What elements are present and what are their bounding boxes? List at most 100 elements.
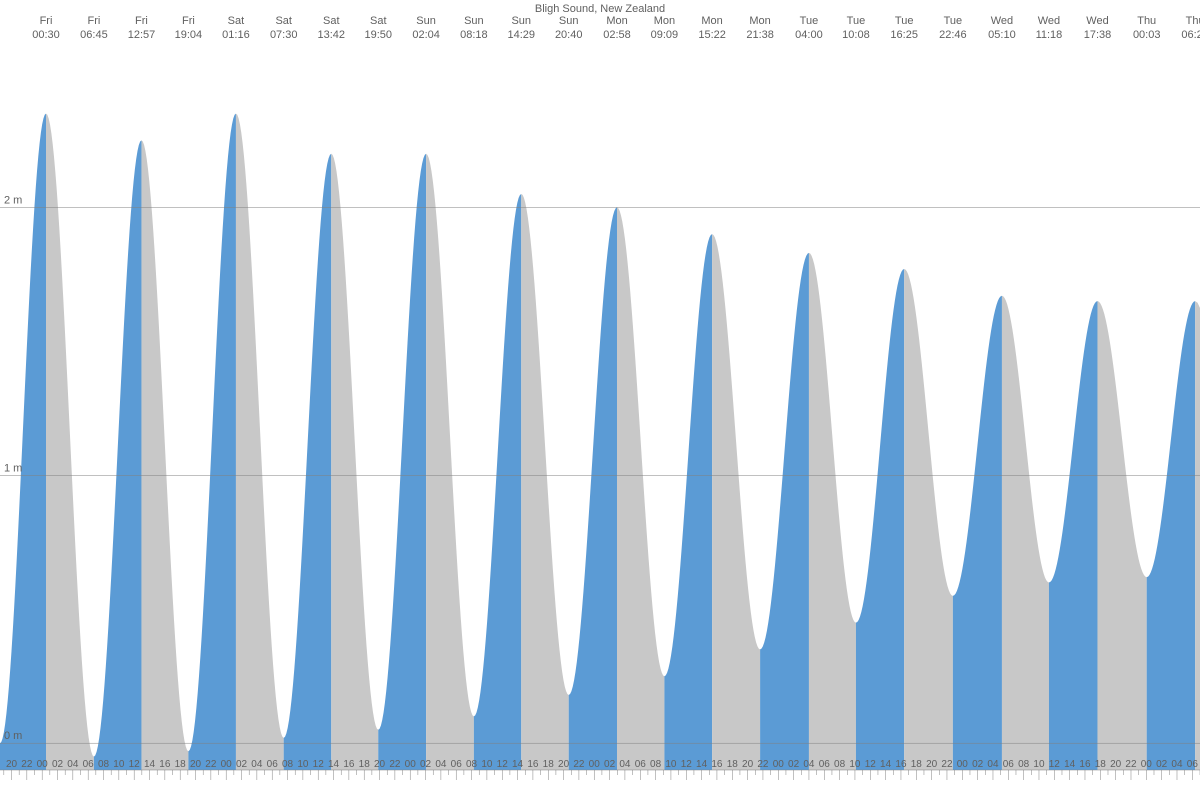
- x-hour-label: 22: [1125, 759, 1137, 770]
- tide-segment: [141, 140, 188, 770]
- highlow-time-label: 14:29: [507, 29, 535, 41]
- x-hour-label: 12: [681, 759, 693, 770]
- highlow-day-label: Sat: [228, 15, 245, 27]
- x-hour-label: 00: [773, 759, 785, 770]
- x-hour-label: 04: [803, 759, 815, 770]
- tide-segment: [94, 140, 142, 770]
- highlow-day-label: Thu: [1186, 15, 1200, 27]
- highlow-time-label: 19:50: [364, 29, 392, 41]
- x-hour-label: 00: [37, 759, 49, 770]
- tide-segment: [236, 114, 284, 770]
- x-hour-label: 16: [159, 759, 171, 770]
- x-hour-label: 12: [313, 759, 325, 770]
- x-hour-label: 10: [297, 759, 309, 770]
- x-hour-label: 08: [98, 759, 110, 770]
- tide-segment: [521, 194, 568, 770]
- x-hour-label: 16: [895, 759, 907, 770]
- highlow-time-label: 04:00: [795, 29, 823, 41]
- x-hour-label: 22: [205, 759, 217, 770]
- highlow-day-label: Wed: [991, 15, 1013, 27]
- x-hour-label: 20: [374, 759, 386, 770]
- tide-segment: [188, 114, 236, 770]
- highlow-time-label: 20:40: [555, 29, 583, 41]
- x-hour-label: 02: [972, 759, 984, 770]
- x-hour-label: 00: [1141, 759, 1153, 770]
- highlow-day-label: Tue: [800, 15, 819, 27]
- x-hour-label: 22: [941, 759, 953, 770]
- highlow-day-label: Mon: [606, 15, 627, 27]
- x-hour-label: 08: [650, 759, 662, 770]
- x-hour-label: 16: [527, 759, 539, 770]
- highlow-day-label: Fri: [88, 15, 101, 27]
- x-hour-label: 02: [236, 759, 248, 770]
- tide-segment: [856, 269, 904, 770]
- highlow-time-labels: Fri00:30Fri06:45Fri12:57Fri19:04Sat01:16…: [32, 15, 1200, 41]
- highlow-time-label: 13:42: [317, 29, 345, 41]
- x-hour-label: 14: [880, 759, 892, 770]
- x-hour-label: 18: [359, 759, 371, 770]
- x-hour-label: 22: [389, 759, 401, 770]
- x-hour-label: 00: [221, 759, 233, 770]
- tide-segment: [1002, 296, 1049, 770]
- tide-segment: [1049, 301, 1098, 770]
- x-hour-label: 22: [21, 759, 33, 770]
- highlow-time-label: 17:38: [1084, 29, 1112, 41]
- tide-segment: [569, 207, 617, 770]
- highlow-day-label: Sat: [323, 15, 340, 27]
- x-hour-label: 04: [1171, 759, 1183, 770]
- y-axis-label: 2 m: [4, 194, 22, 206]
- x-hour-label: 16: [1079, 759, 1091, 770]
- tide-segment: [1147, 301, 1195, 770]
- tide-segment: [1097, 301, 1146, 770]
- x-hour-label: 06: [819, 759, 831, 770]
- x-hour-label: 08: [1018, 759, 1030, 770]
- highlow-day-label: Fri: [40, 15, 53, 27]
- highlow-day-label: Sun: [559, 15, 579, 27]
- x-hour-label: 00: [957, 759, 969, 770]
- x-hour-label: 04: [619, 759, 631, 770]
- highlow-day-label: Mon: [654, 15, 675, 27]
- highlow-day-label: Sat: [275, 15, 292, 27]
- tide-segment: [953, 296, 1002, 770]
- highlow-time-label: 15:22: [698, 29, 726, 41]
- x-hour-label: 02: [420, 759, 432, 770]
- highlow-time-label: 16:25: [890, 29, 918, 41]
- highlow-time-label: 02:58: [603, 29, 631, 41]
- chart-title: Bligh Sound, New Zealand: [535, 3, 665, 15]
- highlow-time-label: 12:57: [128, 29, 156, 41]
- x-hour-label: 02: [604, 759, 616, 770]
- highlow-day-label: Thu: [1137, 15, 1156, 27]
- x-hour-label: 02: [1156, 759, 1168, 770]
- highlow-time-label: 05:10: [988, 29, 1016, 41]
- x-hour-label: 14: [512, 759, 524, 770]
- x-hour-label: 08: [282, 759, 294, 770]
- x-hour-label: 20: [558, 759, 570, 770]
- tide-segment: [760, 253, 809, 770]
- x-hour-label: 06: [83, 759, 95, 770]
- highlow-day-label: Mon: [749, 15, 770, 27]
- tide-segment: [331, 154, 378, 770]
- x-hour-label: 10: [849, 759, 861, 770]
- chart-svg: 0 m1 m2 m 202200020406081012141618202200…: [0, 0, 1200, 800]
- highlow-time-label: 10:08: [842, 29, 870, 41]
- x-hour-label: 12: [497, 759, 509, 770]
- highlow-time-label: 19:04: [175, 29, 203, 41]
- x-hour-label: 12: [129, 759, 141, 770]
- highlow-day-label: Sat: [370, 15, 387, 27]
- highlow-time-label: 11:18: [1036, 29, 1063, 41]
- highlow-time-label: 07:30: [270, 29, 298, 41]
- x-hour-label: 20: [1110, 759, 1122, 770]
- x-hour-label: 00: [405, 759, 417, 770]
- x-hour-label: 04: [987, 759, 999, 770]
- x-hour-label: 04: [67, 759, 79, 770]
- tide-segment: [284, 154, 332, 770]
- highlow-day-label: Fri: [135, 15, 148, 27]
- highlow-time-label: 21:38: [746, 29, 774, 41]
- tide-segment: [0, 114, 46, 770]
- tide-segment: [46, 114, 94, 770]
- x-hour-label: 22: [573, 759, 585, 770]
- highlow-day-label: Sun: [464, 15, 484, 27]
- x-hour-label: 04: [251, 759, 263, 770]
- tide-segment: [712, 234, 760, 770]
- x-hour-label: 18: [175, 759, 187, 770]
